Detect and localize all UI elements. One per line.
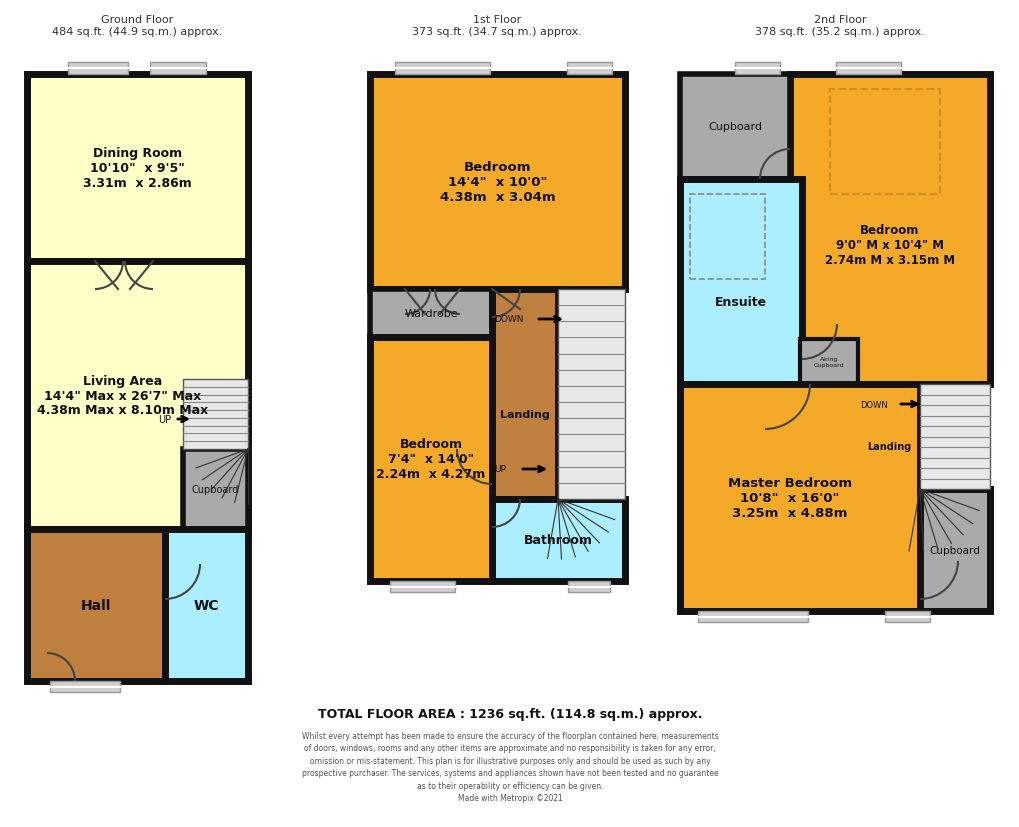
Text: Wardrobe: Wardrobe (404, 308, 458, 318)
Text: Hall: Hall (81, 598, 111, 612)
Text: Cupboard: Cupboard (928, 545, 979, 555)
Bar (836, 63, 900, 75)
Text: DOWN: DOWN (859, 400, 887, 409)
Bar (150, 63, 206, 75)
Bar (884, 611, 929, 622)
Bar (799, 340, 857, 385)
Bar (491, 500, 625, 581)
Text: 2nd Floor
378 sq.ft. (35.2 sq.m.) approx.: 2nd Floor 378 sq.ft. (35.2 sq.m.) approx… (754, 15, 924, 36)
Text: Master Bedroom
10'8"  x 16'0"
3.25m  x 4.88m: Master Bedroom 10'8" x 16'0" 3.25m x 4.8… (728, 476, 851, 519)
Bar (394, 63, 489, 75)
Bar (680, 179, 801, 385)
Bar (567, 63, 611, 75)
Text: UP: UP (493, 465, 505, 474)
Bar (370, 289, 491, 337)
Text: DOWN: DOWN (493, 315, 523, 324)
Bar (680, 385, 919, 611)
Text: WC: WC (194, 598, 219, 612)
Text: 1st Floor
373 sq.ft. (34.7 sq.m.) approx.: 1st Floor 373 sq.ft. (34.7 sq.m.) approx… (412, 15, 582, 36)
Bar (689, 195, 764, 280)
Bar (68, 63, 127, 75)
Bar (790, 75, 989, 385)
Bar (735, 63, 780, 75)
Text: Bedroom
7'4"  x 14'0"
2.24m  x 4.27m: Bedroom 7'4" x 14'0" 2.24m x 4.27m (376, 438, 485, 481)
Text: TOTAL FLOOR AREA : 1236 sq.ft. (114.8 sq.m.) approx.: TOTAL FLOOR AREA : 1236 sq.ft. (114.8 sq… (318, 708, 701, 720)
Text: Airing
Cupboard: Airing Cupboard (813, 356, 844, 367)
Text: Bedroom
14'4"  x 10'0"
4.38m  x 3.04m: Bedroom 14'4" x 10'0" 4.38m x 3.04m (439, 160, 554, 203)
Text: Bedroom
9'0" M x 10'4" M
2.74m M x 3.15m M: Bedroom 9'0" M x 10'4" M 2.74m M x 3.15m… (824, 224, 954, 266)
Text: Bathroom: Bathroom (524, 534, 592, 547)
Text: Cupboard: Cupboard (707, 122, 761, 132)
Bar (491, 289, 557, 500)
Text: Living Area
14'4" Max x 26'7" Max
4.38m Max x 8.10m Max: Living Area 14'4" Max x 26'7" Max 4.38m … (37, 374, 208, 417)
Text: Landing: Landing (866, 442, 910, 452)
Text: Whilst every attempt has been made to ensure the accuracy of the floorplan conta: Whilst every attempt has been made to en… (302, 731, 717, 802)
Bar (919, 490, 989, 611)
Text: Dining Room
10'10"  x 9'5"
3.31m  x 2.86m: Dining Room 10'10" x 9'5" 3.31m x 2.86m (83, 147, 192, 189)
Bar (370, 75, 625, 289)
Bar (919, 385, 989, 490)
Bar (165, 529, 248, 681)
Bar (182, 380, 248, 449)
Bar (26, 529, 165, 681)
Bar (50, 681, 120, 692)
Text: Cupboard: Cupboard (192, 485, 238, 495)
Bar (829, 90, 940, 195)
Bar (182, 449, 248, 529)
Text: Ensuite: Ensuite (714, 296, 766, 309)
Bar (26, 75, 248, 261)
Bar (857, 385, 919, 480)
Text: Landing: Landing (499, 409, 549, 419)
Bar (697, 611, 807, 622)
Bar (680, 75, 790, 179)
Bar (389, 581, 454, 592)
Text: UP: UP (158, 414, 171, 424)
Bar (557, 289, 625, 500)
Bar (370, 337, 491, 581)
Text: Ground Floor
484 sq.ft. (44.9 sq.m.) approx.: Ground Floor 484 sq.ft. (44.9 sq.m.) app… (52, 15, 222, 36)
Bar (26, 261, 248, 529)
Bar (568, 581, 609, 592)
